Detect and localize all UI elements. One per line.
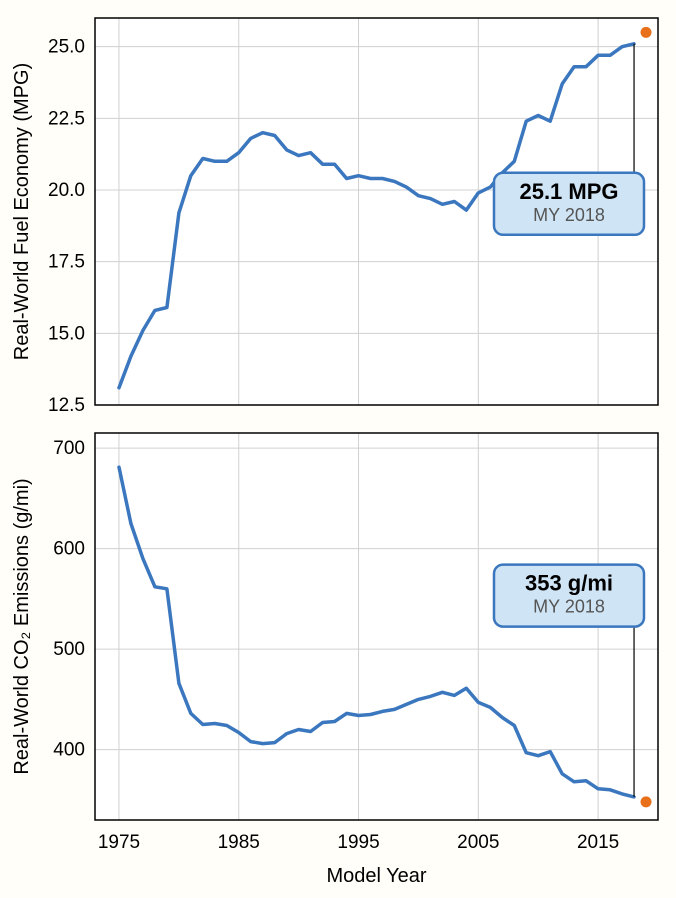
- y-tick-label: 15.0: [48, 323, 85, 344]
- callout-sub: MY 2018: [533, 205, 605, 225]
- y-tick-label: 400: [53, 740, 85, 761]
- chart-container: 12.515.017.520.022.525.025.1 MPGMY 2018R…: [0, 0, 676, 898]
- y-tick-label: 25.0: [48, 37, 85, 58]
- x-tick-label: 1975: [98, 832, 140, 853]
- y-axis-label: Real-World Fuel Economy (MPG): [11, 63, 33, 360]
- preliminary-dot: [641, 796, 652, 807]
- callout-sub: MY 2018: [533, 597, 605, 617]
- y-tick-label: 500: [53, 639, 85, 660]
- y-tick-label: 22.5: [48, 108, 85, 129]
- preliminary-dot: [641, 27, 652, 38]
- y-tick-label: 20.0: [48, 180, 85, 201]
- x-tick-label: 2015: [577, 832, 619, 853]
- x-tick-label: 1995: [337, 832, 379, 853]
- callout-value: 25.1 MPG: [519, 179, 618, 204]
- x-tick-label: 2005: [457, 832, 499, 853]
- y-tick-label: 600: [53, 539, 85, 560]
- y-tick-label: 700: [53, 438, 85, 459]
- y-tick-label: 12.5: [48, 395, 85, 416]
- x-axis-label: Model Year: [326, 865, 426, 887]
- callout-value: 353 g/mi: [525, 571, 613, 596]
- y-axis-label: Real-World CO₂ Emissions (g/mi): [11, 478, 33, 774]
- y-tick-label: 17.5: [48, 252, 85, 273]
- x-tick-label: 1985: [218, 832, 260, 853]
